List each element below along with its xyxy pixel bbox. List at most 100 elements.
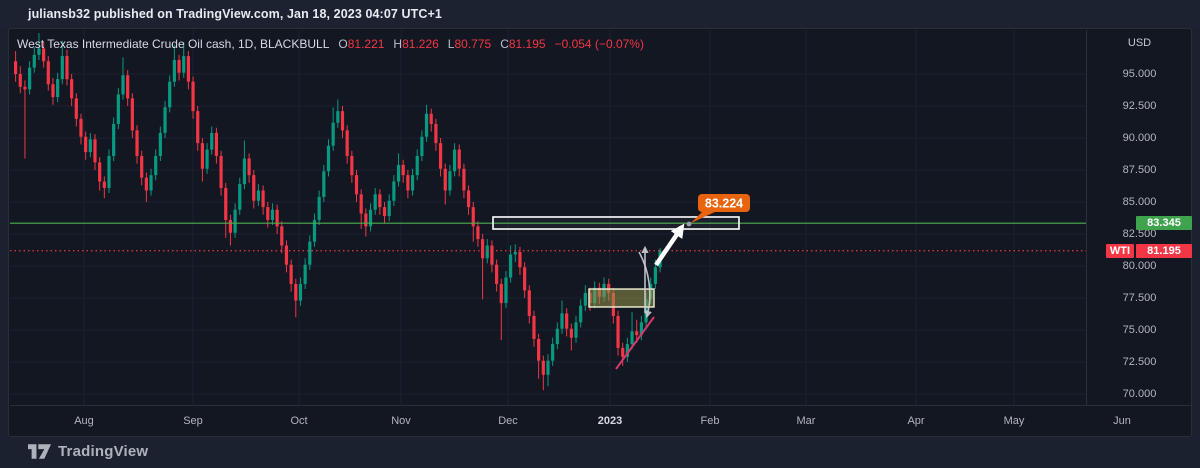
time-axis-label: Dec [498,415,518,427]
candle-body [144,177,148,191]
high-value: 81.226 [402,37,439,51]
candle-body [303,264,307,284]
down-arrow[interactable] [638,251,652,319]
candle-body [275,209,279,227]
candle-body [616,315,620,348]
candle-body [42,48,46,62]
candle-body [499,283,503,304]
candle-body [256,190,261,201]
candle-body [294,283,298,301]
candle-body [336,111,340,123]
candle-body [420,136,424,156]
ohlc-close: C81.195 [500,37,545,51]
candle-body [135,130,139,156]
candle-body [537,338,541,361]
tradingview-logo-icon [28,444,51,459]
candle-body [140,155,144,178]
candle-body [163,107,167,133]
candle-body [266,207,270,220]
candle-body [555,328,559,345]
candle-body [509,254,513,278]
candle-body [46,61,50,85]
candle-body [233,209,237,233]
candle-body [551,344,555,361]
candle-body [70,79,74,99]
candle-body [354,175,359,195]
time-axis[interactable]: Aug Sep Oct Nov Dec 2023 Feb Mar Apr May Jun [10,405,1192,437]
time-axis-label: Mar [796,415,816,427]
price-axis-label: 70.000 [1122,387,1157,400]
time-axis-label: Sep [183,415,203,427]
candle-body [579,305,583,323]
chart-panel[interactable]: 83.224 West Texas Intermediate Crude Oil… [8,28,1192,437]
time-axis-label: 2023 [597,415,623,427]
price-callout[interactable]: 83.224 [691,194,750,223]
candle-body [182,56,186,73]
breakout-arrow[interactable] [654,223,685,267]
candle-body [37,48,41,55]
price-tag-last: 81.195 [1136,244,1192,258]
candle-body [93,139,97,163]
candle-body [149,175,153,191]
low-label: L [447,37,455,51]
candle-body [56,79,60,98]
candle-body [443,168,447,191]
candle-body [312,219,317,242]
candle-body [326,145,331,172]
open-label: O [338,37,348,51]
candle-body [523,267,527,291]
candle-body [583,292,587,306]
candle-body [112,123,116,156]
time-axis-label: Feb [700,415,720,427]
candle-body [476,226,480,240]
callout-text: 83.224 [705,197,743,211]
candle-body [438,143,443,169]
chart-plot-area[interactable]: 83.224 [10,30,1086,405]
candle-body [457,149,461,169]
tradingview-brand[interactable]: TradingView [28,443,148,460]
close-value: 81.195 [508,37,546,51]
demand-zone-box[interactable] [588,288,655,308]
candle-body [102,181,106,188]
candle-body [168,81,172,108]
candle-body [466,190,471,208]
candle-body [214,132,219,156]
candle-body [322,171,326,197]
candle-body [18,74,22,87]
candle-body [158,132,162,156]
trendline[interactable] [615,316,655,370]
candle-body [485,245,489,259]
price-axis-label: 80.000 [1122,260,1157,272]
candle-body [504,277,508,304]
symbol-legend[interactable]: West Texas Intermediate Crude Oil cash, … [17,37,644,51]
candle-body [154,155,158,176]
candle-body [621,347,625,357]
candle-body [471,207,475,227]
candle-body [653,267,657,284]
price-axis-label: 95.000 [1122,68,1157,81]
candle-body [107,155,111,188]
price-axis-label: 75.000 [1122,324,1157,336]
price-tag-symbol: WTI [1106,244,1134,258]
change-value: −0.054 (−0.07%) [554,37,644,51]
candle-body [247,158,251,176]
resistance-zone-box[interactable] [492,216,740,230]
candle-body [130,98,134,131]
price-axis-label: 72.500 [1122,355,1157,368]
ohlc-low: L80.775 [448,37,491,51]
price-axis-label: 92.500 [1122,100,1157,113]
candle-body [452,149,457,172]
candle-body [401,164,405,176]
candlestick-series[interactable] [14,33,662,391]
candle-body [28,67,32,90]
candle-body [368,209,373,227]
candle-body [490,245,494,265]
candle-body [98,162,102,182]
candle-body [574,322,578,338]
candle-body [261,190,265,208]
candle-body [392,181,396,201]
candle-body [625,344,629,357]
price-axis[interactable]: USD 95.000 92.500 90.000 87.500 85.000 82.500… [1086,30,1192,405]
candle-body [495,264,499,284]
candle-body [448,171,452,191]
